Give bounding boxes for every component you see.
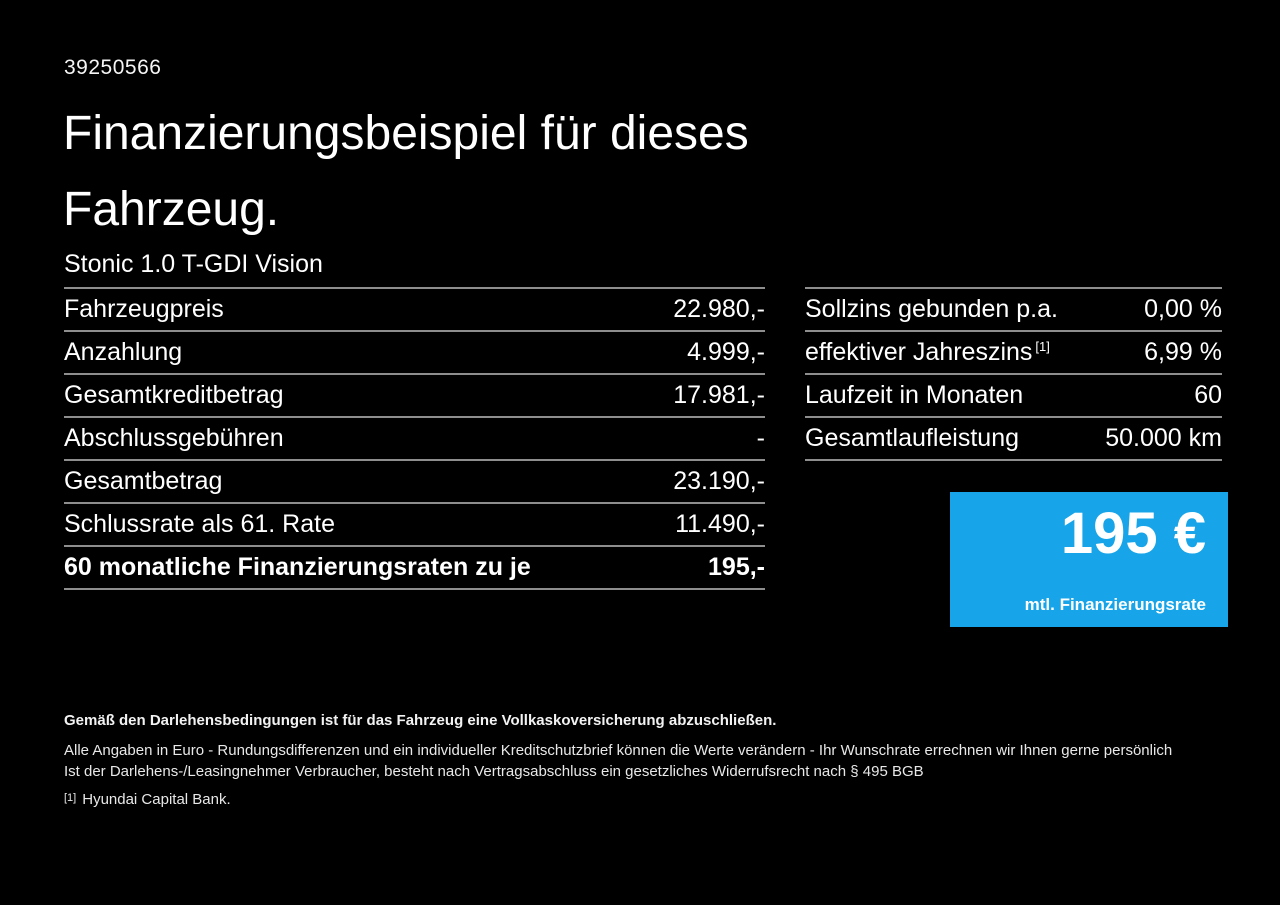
row-value: 23.190,- bbox=[673, 467, 765, 495]
row-label: Schlussrate als 61. Rate bbox=[64, 510, 335, 538]
footer-insurance-note: Gemäß den Darlehensbedingungen ist für d… bbox=[64, 712, 777, 729]
row-label: Gesamtkreditbetrag bbox=[64, 381, 284, 409]
table-row-monthly-rate: 60 monatliche Finanzierungsraten zu je 1… bbox=[64, 545, 765, 590]
row-value: 22.980,- bbox=[673, 295, 765, 323]
vehicle-id-number: 39250566 bbox=[64, 56, 162, 79]
footer-disclaimer-line1: Alle Angaben in Euro - Rundungsdifferenz… bbox=[64, 742, 1173, 759]
table-row: Laufzeit in Monaten 60 bbox=[805, 373, 1222, 416]
footnote-text: Hyundai Capital Bank. bbox=[82, 791, 231, 808]
footnote-reference: [1] bbox=[1035, 339, 1050, 354]
table-row: Anzahlung 4.999,- bbox=[64, 330, 765, 373]
monthly-rate-caption: mtl. Finanzierungsrate bbox=[1024, 595, 1206, 614]
footnote-marker: [1] bbox=[64, 792, 77, 804]
table-row: Gesamtkreditbetrag 17.981,- bbox=[64, 373, 765, 416]
row-value: 0,00 % bbox=[1144, 295, 1222, 323]
row-label: effektiver Jahreszins [1] bbox=[805, 338, 1050, 366]
row-value: 4.999,- bbox=[687, 338, 765, 366]
row-label: Laufzeit in Monaten bbox=[805, 381, 1024, 409]
monthly-rate-amount: 195 € bbox=[1060, 501, 1206, 566]
financing-table: Fahrzeugpreis 22.980,- Anzahlung 4.999,-… bbox=[64, 287, 765, 590]
table-row: effektiver Jahreszins [1] 6,99 % bbox=[805, 330, 1222, 373]
row-label: Abschlussgebühren bbox=[64, 424, 284, 452]
row-value: 60 bbox=[1194, 381, 1222, 409]
table-row: Schlussrate als 61. Rate 11.490,- bbox=[64, 502, 765, 545]
footer-disclaimer-line2: Ist der Darlehens-/Leasingnehmer Verbrau… bbox=[64, 763, 924, 780]
row-value: 6,99 % bbox=[1144, 338, 1222, 366]
table-row: Sollzins gebunden p.a. 0,00 % bbox=[805, 287, 1222, 330]
row-label: Gesamtlaufleistung bbox=[805, 424, 1020, 452]
row-label: Fahrzeugpreis bbox=[64, 295, 224, 323]
row-value: 17.981,- bbox=[673, 381, 765, 409]
table-row: Gesamtlaufleistung 50.000 km bbox=[805, 416, 1222, 461]
table-row: Fahrzeugpreis 22.980,- bbox=[64, 287, 765, 330]
monthly-rate-box: 195 € mtl. Finanzierungsrate bbox=[950, 492, 1228, 627]
conditions-table: Sollzins gebunden p.a. 0,00 % effektiver… bbox=[805, 287, 1222, 461]
row-label: 60 monatliche Finanzierungsraten zu je bbox=[64, 553, 531, 581]
row-label: Gesamtbetrag bbox=[64, 467, 223, 495]
row-value: - bbox=[756, 424, 765, 452]
row-label: Anzahlung bbox=[64, 338, 183, 366]
row-value: 50.000 km bbox=[1105, 424, 1222, 452]
vehicle-name: Stonic 1.0 T-GDI Vision bbox=[64, 250, 323, 278]
row-value: 195,- bbox=[708, 553, 765, 581]
footer-footnote: [1] Hyundai Capital Bank. bbox=[64, 791, 231, 808]
table-row: Abschlussgebühren - bbox=[64, 416, 765, 459]
page-title: Finanzierungsbeispiel für dieses Fahrzeu… bbox=[63, 107, 749, 236]
table-row: Gesamtbetrag 23.190,- bbox=[64, 459, 765, 502]
row-value: 11.490,- bbox=[675, 510, 765, 538]
row-label: Sollzins gebunden p.a. bbox=[805, 295, 1058, 323]
